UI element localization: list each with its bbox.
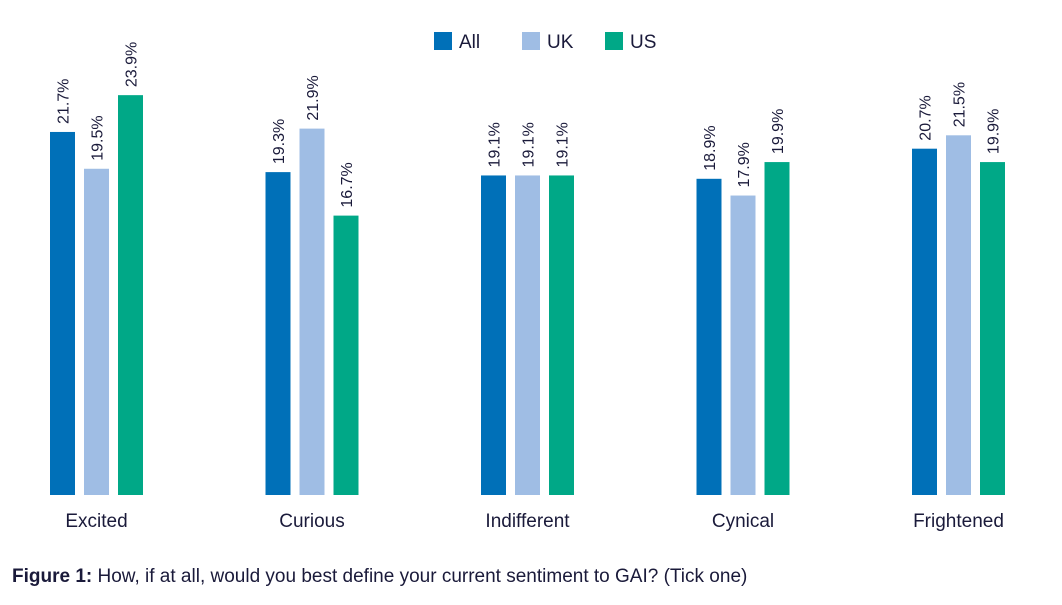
bar-us-excited (118, 95, 143, 495)
category-label: Cynical (712, 511, 774, 532)
data-label: 18.9% (702, 125, 719, 170)
bar-uk-cynical (730, 195, 756, 495)
category-label: Excited (65, 511, 127, 532)
data-label: 19.5% (90, 115, 107, 160)
legend-swatch-uk (522, 32, 540, 50)
bar-uk-indifferent (515, 175, 540, 495)
data-label: 19.9% (986, 109, 1003, 154)
bar-all-excited (50, 131, 75, 496)
bar-chart: 21.7% 19.5% 23.9% Excited 19.3% 21.9% 16.7% Cur… (50, 32, 1005, 532)
legend-label: UK (547, 32, 574, 53)
data-label: 19.1% (555, 122, 572, 167)
bar-all-curious (265, 172, 291, 495)
bar-all-cynical (696, 178, 722, 496)
data-label: 21.5% (952, 82, 969, 127)
bar-uk-excited (84, 168, 109, 495)
legend-label: US (630, 32, 656, 53)
category-label: Curious (279, 511, 344, 532)
figure-caption: Figure 1: How, if at all, would you best… (12, 566, 747, 588)
bar-all-frightened (912, 148, 937, 495)
caption-label: Figure 1: (12, 566, 93, 587)
bar-all-indifferent (481, 175, 506, 495)
data-label: 17.9% (736, 142, 753, 187)
data-label: 16.7% (339, 162, 356, 207)
bar-us-curious (333, 215, 359, 495)
data-label: 19.1% (521, 122, 538, 167)
caption-text: How, if at all, would you best define yo… (92, 566, 748, 587)
data-label: 19.1% (487, 122, 504, 167)
data-label: 23.9% (124, 42, 141, 87)
bar-us-cynical (764, 162, 790, 495)
bar-uk-frightened (946, 135, 971, 495)
bar-us-frightened (980, 162, 1005, 495)
legend-swatch-all (434, 32, 452, 50)
data-label: 21.7% (56, 79, 73, 124)
legend-label: All (459, 32, 480, 53)
bar-us-indifferent (549, 175, 574, 495)
data-label: 19.3% (271, 119, 288, 164)
data-label: 21.9% (305, 75, 322, 120)
category-label: Indifferent (485, 511, 570, 532)
data-label: 19.9% (770, 109, 787, 154)
legend-swatch-us (605, 32, 623, 50)
bar-uk-curious (299, 128, 325, 495)
data-label: 20.7% (918, 95, 935, 140)
category-label: Frightened (913, 511, 1004, 532)
